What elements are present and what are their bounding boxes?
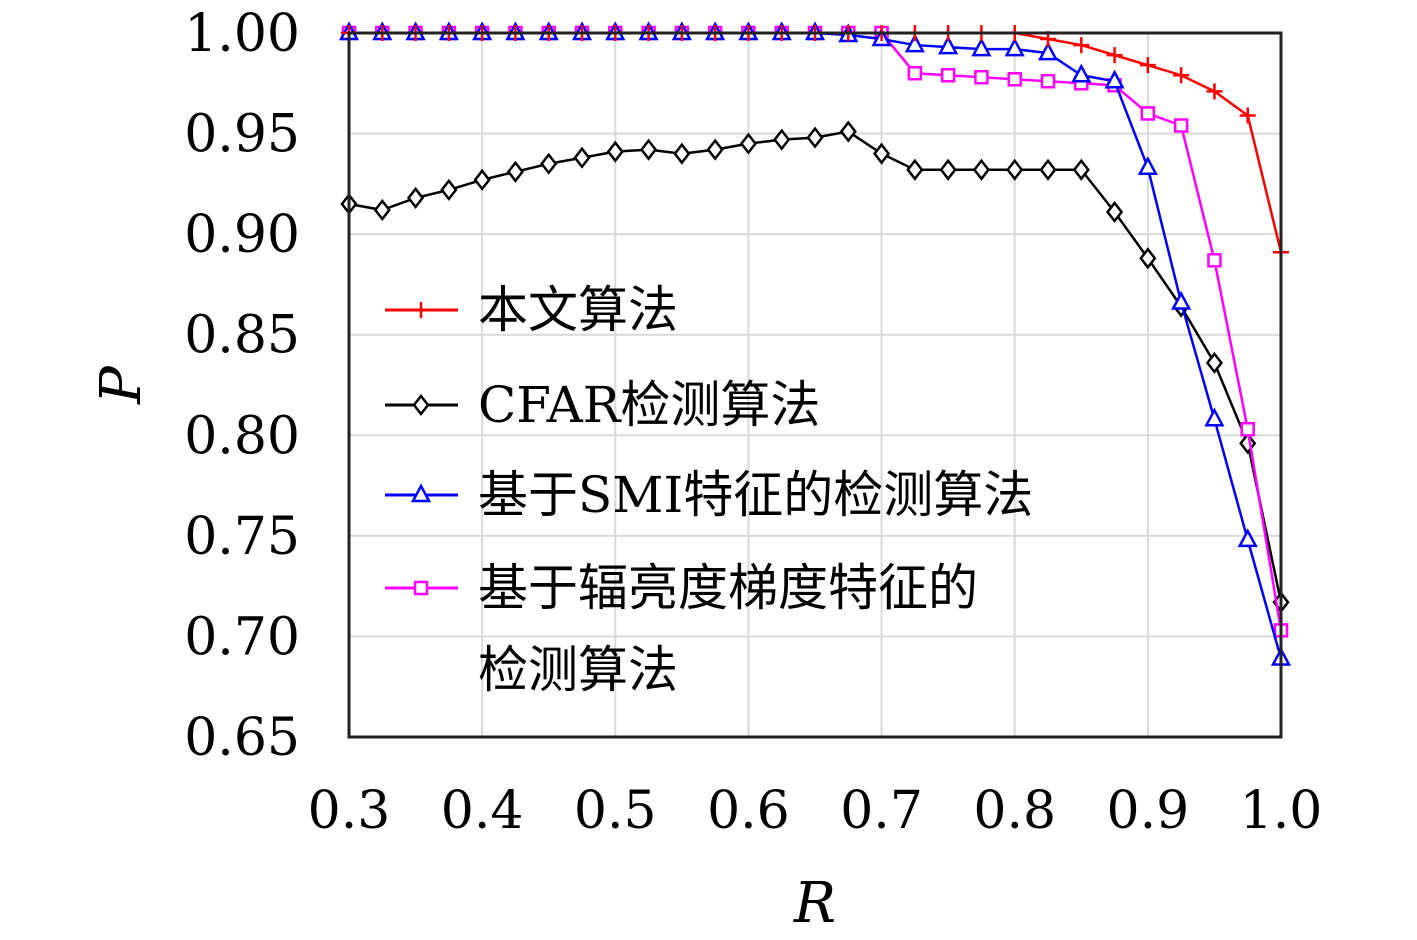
legend-item: CFAR检测算法: [385, 376, 820, 434]
y-tick-label: 0.75: [184, 507, 300, 567]
y-tick-label: 0.80: [184, 406, 300, 466]
data-point-square: [907, 65, 923, 81]
y-tick-label: 0.85: [184, 306, 300, 366]
data-point-diamond: [673, 142, 691, 165]
data-point-diamond: [639, 138, 658, 161]
plot-frame: [347, 31, 1283, 739]
data-point-square: [1240, 422, 1255, 437]
x-tick-label: 0.8: [973, 781, 1056, 841]
x-tick-label: 0.5: [574, 781, 657, 841]
data-point-diamond: [706, 138, 724, 161]
x-tick-label: 1.0: [1240, 781, 1323, 841]
series-line: [348, 130, 1283, 603]
data-point-diamond: [939, 158, 957, 181]
data-point-plus: [1106, 47, 1123, 64]
data-point-square: [940, 67, 956, 83]
x-tick-label: 0.3: [308, 781, 391, 841]
data-point-diamond: [1006, 158, 1024, 181]
data-point-diamond: [806, 126, 824, 149]
data-point-diamond: [506, 160, 525, 183]
data-point-plus: [1239, 107, 1256, 124]
legend-label: 基于SMI特征的检测算法: [478, 466, 1033, 524]
grid: [348, 32, 1282, 738]
y-tick-label: 0.90: [184, 205, 300, 265]
data-point-triangle: [938, 35, 959, 55]
data-point-triangle: [1037, 41, 1059, 61]
data-point-diamond: [1105, 200, 1124, 224]
x-tick-labels: 0.3 0.4 0.5 0.6 0.7 0.8 0.9 1.0: [308, 781, 1323, 841]
data-point-diamond: [906, 158, 924, 181]
y-axis-title: P: [89, 365, 154, 405]
x-tick-label: 0.7: [840, 781, 923, 841]
data-point-diamond: [1039, 158, 1057, 181]
data-point-square: [413, 580, 429, 596]
x-tick-label: 0.6: [707, 781, 790, 841]
x-tick-label: 0.4: [441, 781, 524, 841]
data-point-diamond: [972, 158, 991, 181]
legend-item: 基于SMI特征的检测算法: [385, 466, 1033, 524]
data-point-triangle: [1237, 528, 1258, 548]
data-point-diamond: [1205, 351, 1224, 374]
data-point-square: [1040, 74, 1056, 89]
data-point-triangle: [971, 37, 992, 57]
x-axis-title: R: [793, 871, 836, 936]
data-point-diamond: [373, 198, 391, 222]
data-point-diamond: [739, 132, 758, 155]
data-point-plus: [1206, 83, 1223, 100]
data-point-diamond: [1239, 432, 1257, 455]
data-point-diamond: [839, 120, 857, 143]
legend-label: CFAR检测算法: [478, 376, 820, 434]
data-point-diamond: [440, 178, 458, 201]
data-point-triangle: [1071, 63, 1092, 83]
data-point-square: [1140, 106, 1156, 121]
y-tick-label: 1.00: [184, 4, 300, 64]
data-point-diamond: [606, 140, 624, 163]
y-tick-label: 0.70: [184, 607, 300, 667]
data-point-diamond: [406, 186, 425, 209]
y-tick-label: 0.95: [184, 105, 300, 165]
legend-item: 本文算法: [385, 281, 678, 339]
data-point-square: [974, 70, 989, 85]
series-1: [340, 120, 1290, 614]
legend-label: 检测算法: [478, 641, 678, 699]
data-point-triangle: [1104, 69, 1125, 89]
data-point-triangle: [1004, 37, 1025, 57]
data-point-plus: [1139, 57, 1156, 74]
data-point-diamond: [1139, 247, 1157, 270]
legend-label: 基于辐亮度梯度特征的: [478, 559, 978, 617]
data-point-triangle: [1137, 156, 1158, 176]
data-point-plus: [1173, 67, 1190, 84]
legend-label: 本文算法: [478, 281, 678, 339]
data-point-triangle: [410, 483, 432, 503]
data-point-triangle: [1171, 290, 1192, 310]
data-point-diamond: [540, 152, 558, 175]
data-point-diamond: [573, 146, 591, 169]
x-tick-label: 0.9: [1107, 781, 1190, 841]
data-point-triangle: [1204, 407, 1225, 427]
data-point-diamond: [872, 142, 891, 165]
data-point-diamond: [412, 393, 430, 417]
data-point-diamond: [473, 168, 491, 191]
data-point-square: [1007, 72, 1022, 87]
data-point-plus: [413, 302, 429, 318]
data-point-diamond: [773, 128, 791, 151]
y-tick-label: 0.65: [184, 708, 300, 768]
data-point-diamond: [1072, 158, 1090, 181]
data-point-square: [1173, 118, 1189, 133]
data-point-plus: [1073, 37, 1090, 54]
data-point-triangle: [904, 33, 925, 53]
data-point-square: [1207, 253, 1222, 268]
y-tick-labels: 0.65 0.70 0.75 0.80 0.85 0.90 0.95 1.00: [184, 4, 300, 768]
